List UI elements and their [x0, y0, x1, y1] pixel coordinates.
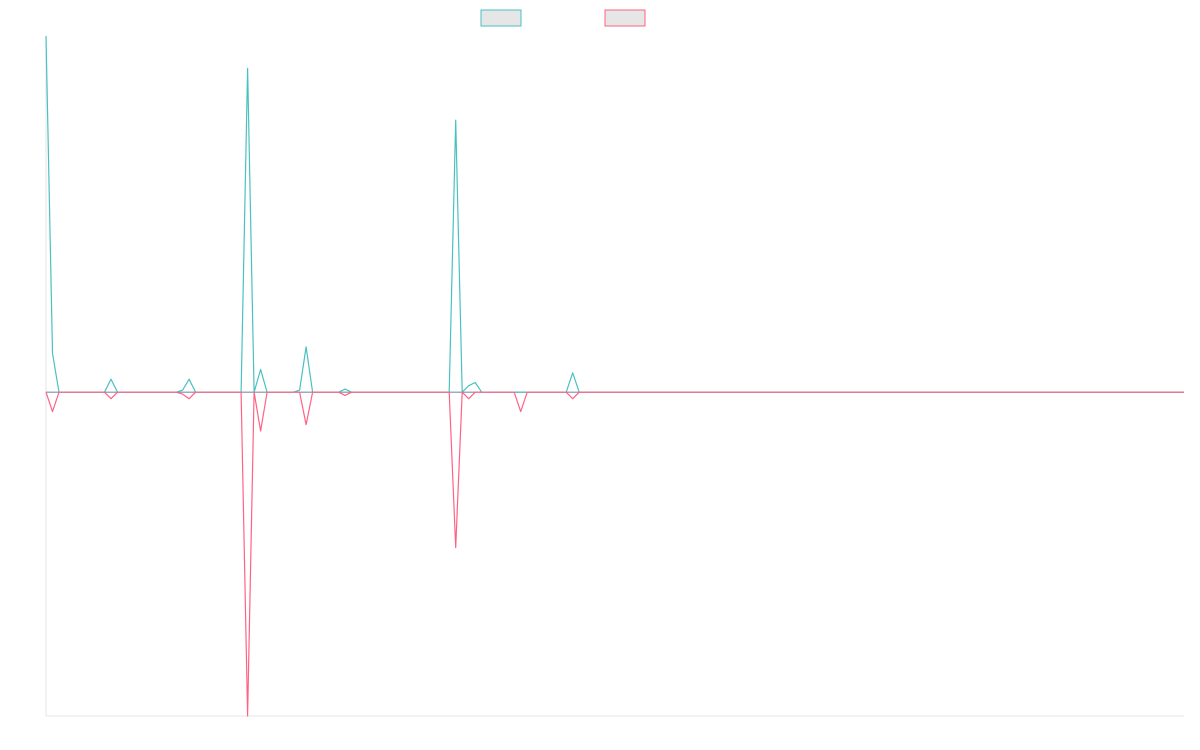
- legend-swatch-series-2[interactable]: [604, 9, 646, 27]
- legend-swatch-series-1[interactable]: [480, 9, 522, 27]
- series-line-1: [45, 35, 1184, 393]
- legend[interactable]: [480, 9, 646, 27]
- plot-area: [45, 35, 1184, 717]
- series-line-2: [45, 391, 1184, 717]
